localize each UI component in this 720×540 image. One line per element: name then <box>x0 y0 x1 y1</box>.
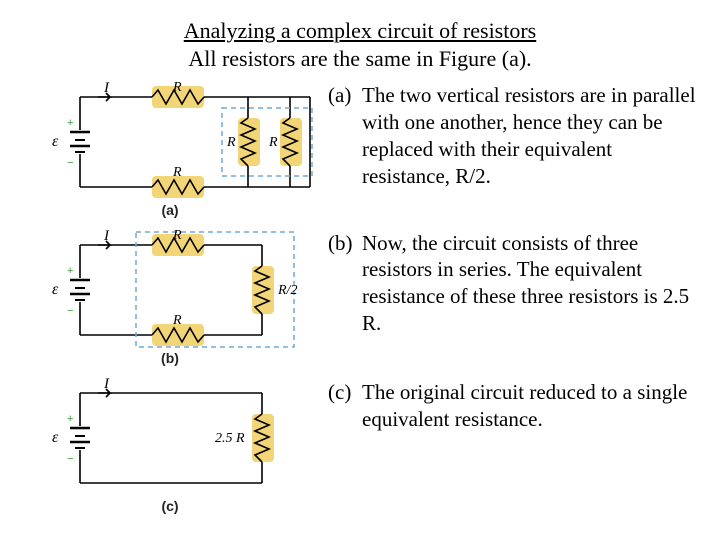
figure-b-caption: (b) <box>20 350 320 366</box>
label-r-top: R <box>172 82 182 95</box>
explanation-c-text: The original circuit reduced to a single… <box>362 379 698 433</box>
label-current: I <box>103 82 110 96</box>
circuit-c-svg: I ε + − 2.5 R <box>20 378 320 496</box>
figure-c: I ε + − 2.5 R (c) <box>20 378 320 514</box>
figures-column: I ε + − R R R R (a) <box>20 82 320 526</box>
label-r-bottom: R <box>172 313 182 328</box>
explanation-a-label: (a) <box>328 82 362 190</box>
explanations-column: (a) The two vertical resistors are in pa… <box>328 82 698 473</box>
label-minus: − <box>67 453 73 465</box>
explanation-c: (c) The original circuit reduced to a si… <box>328 379 698 433</box>
label-current: I <box>103 230 110 244</box>
figure-c-caption: (c) <box>20 498 320 514</box>
explanation-b-label: (b) <box>328 230 362 338</box>
label-minus: − <box>67 157 73 169</box>
label-minus: − <box>67 305 73 317</box>
explanation-b-text: Now, the circuit consists of three resis… <box>362 230 698 338</box>
battery-icon <box>70 280 90 300</box>
title-block: Analyzing a complex circuit of resistors… <box>0 0 720 72</box>
label-r-right: R <box>268 135 278 150</box>
label-r-25: 2.5 R <box>215 431 245 446</box>
page-title: Analyzing a complex circuit of resistors <box>184 18 537 44</box>
circuit-a-svg: I ε + − R R R R <box>20 82 320 200</box>
explanation-b: (b) Now, the circuit consists of three r… <box>328 230 698 338</box>
label-r-half: R/2 <box>277 283 297 298</box>
battery-icon <box>70 428 90 448</box>
label-plus: + <box>67 413 73 425</box>
label-r-bottom: R <box>172 165 182 180</box>
label-plus: + <box>67 117 73 129</box>
explanation-a: (a) The two vertical resistors are in pa… <box>328 82 698 190</box>
label-r-top: R <box>172 230 182 243</box>
label-plus: + <box>67 265 73 277</box>
page-subtitle: All resistors are the same in Figure (a)… <box>60 46 660 72</box>
circuit-b-svg: I ε + − R R R/2 <box>20 230 320 348</box>
label-emf: ε <box>52 429 59 446</box>
battery-icon <box>70 132 90 152</box>
explanation-a-text: The two vertical resistors are in parall… <box>362 82 698 190</box>
figure-b: I ε + − R R R/2 (b) <box>20 230 320 366</box>
figure-a-caption: (a) <box>20 202 320 218</box>
label-r-left: R <box>226 135 236 150</box>
figure-a: I ε + − R R R R (a) <box>20 82 320 218</box>
explanation-c-label: (c) <box>328 379 362 433</box>
label-emf: ε <box>52 281 59 298</box>
label-current: I <box>103 378 110 392</box>
label-emf: ε <box>52 133 59 150</box>
